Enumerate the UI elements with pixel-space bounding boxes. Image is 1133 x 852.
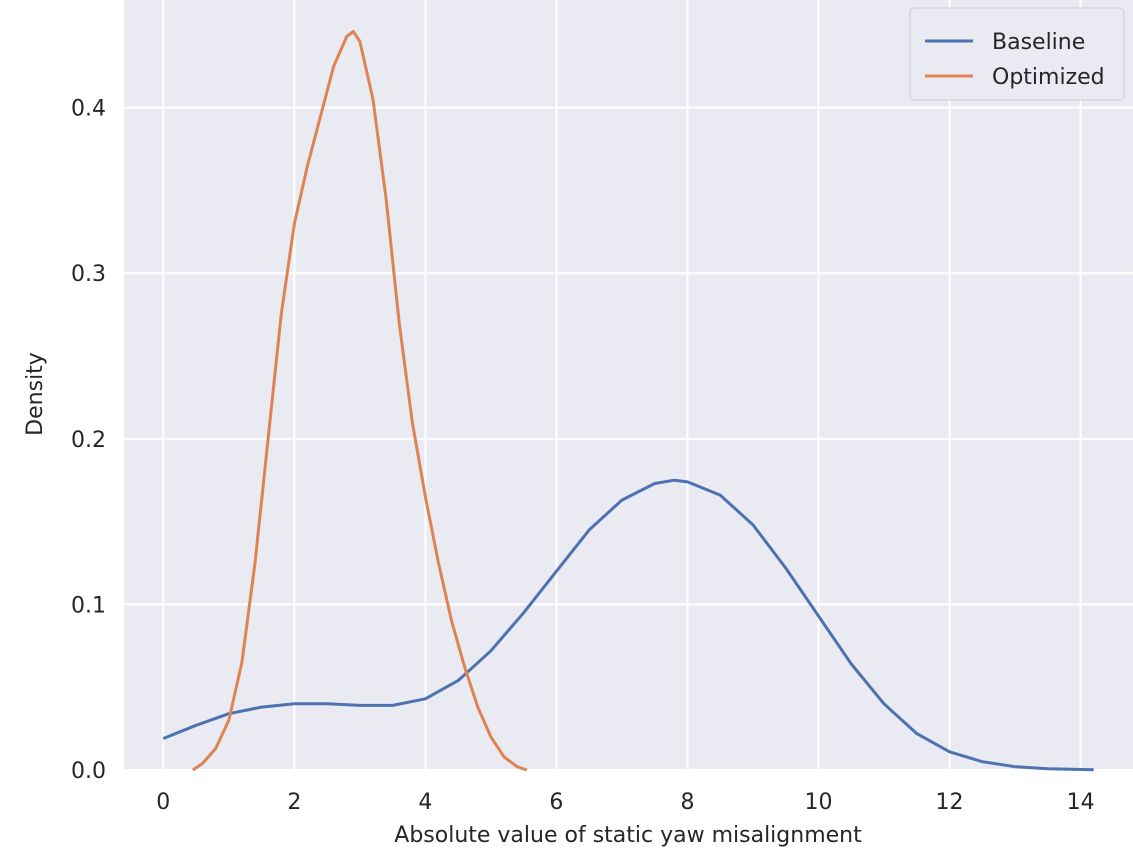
x-tick-label: 2 <box>287 790 301 815</box>
y-tick-label: 0.0 <box>71 759 106 784</box>
y-tick-label: 0.1 <box>71 593 106 618</box>
y-axis-ticks: 0.0 0.1 0.2 0.3 0.4 <box>71 97 106 784</box>
y-axis-label: Density <box>23 352 48 436</box>
y-tick-label: 0.3 <box>71 262 106 287</box>
grid <box>124 0 1133 771</box>
x-tick-label: 14 <box>1067 790 1095 815</box>
series-line-optimized <box>191 30 528 772</box>
legend: Baseline Optimized <box>909 7 1125 101</box>
x-tick-label: 10 <box>805 790 833 815</box>
x-axis-ticks: 0 2 4 6 8 10 12 14 <box>156 790 1094 815</box>
x-axis-label: Absolute value of static yaw misalignmen… <box>394 823 862 848</box>
legend-label-baseline: Baseline <box>992 30 1085 55</box>
plot-area <box>124 0 1133 770</box>
y-tick-label: 0.2 <box>71 428 106 453</box>
x-tick-label: 12 <box>936 790 964 815</box>
series-layer <box>162 30 1094 772</box>
x-tick-label: 0 <box>156 790 170 815</box>
x-tick-label: 6 <box>549 790 563 815</box>
y-tick-label: 0.4 <box>71 97 106 122</box>
legend-label-optimized: Optimized <box>992 65 1105 90</box>
x-tick-label: 8 <box>680 790 694 815</box>
series-line-baseline <box>162 478 1094 772</box>
x-tick-label: 4 <box>418 790 432 815</box>
